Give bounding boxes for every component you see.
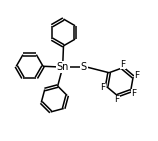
Text: F: F (131, 89, 136, 98)
Text: F: F (134, 71, 139, 80)
Text: Sn: Sn (57, 62, 69, 72)
Text: F: F (114, 95, 119, 104)
Text: S: S (81, 62, 87, 72)
Text: F: F (120, 60, 126, 69)
Text: F: F (100, 83, 106, 92)
